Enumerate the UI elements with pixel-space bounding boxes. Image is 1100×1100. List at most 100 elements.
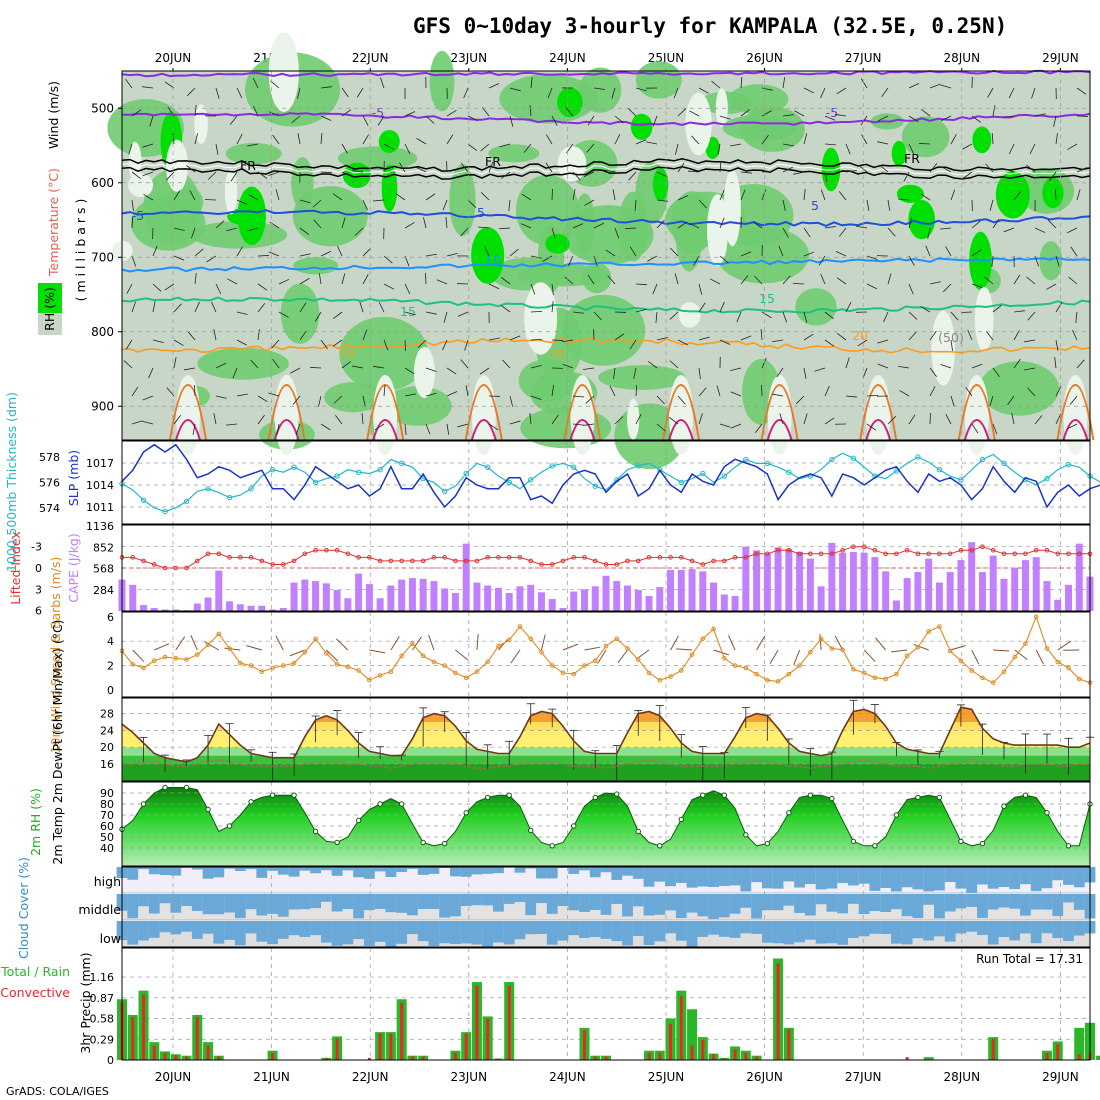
rh-point (1044, 810, 1050, 816)
wind-barb (1054, 188, 1057, 201)
wind-barb (445, 217, 448, 229)
wind-barb (236, 134, 243, 145)
cloud-bar (310, 921, 321, 936)
li-tick: 3 (35, 583, 42, 596)
wind-barb (278, 311, 289, 318)
wind-barb (820, 189, 826, 201)
wind-barb (425, 367, 437, 372)
lifted-index-point (603, 562, 609, 567)
wind-barb (887, 415, 897, 425)
wind-barb (820, 87, 826, 99)
thickness-point (312, 479, 319, 486)
cloud-bar (1020, 894, 1031, 916)
cape-bar (226, 601, 234, 611)
cloud-bar (568, 921, 580, 936)
wind-barb (989, 395, 994, 407)
rh-low-region (224, 169, 238, 215)
contour-line (121, 337, 1091, 354)
cloud-bar (170, 921, 182, 935)
contour-label: 10 (485, 252, 501, 267)
thickness-point (441, 488, 448, 494)
cloud-bar (450, 867, 461, 877)
precip-tick: 0 (107, 1054, 114, 1067)
thickness-point (528, 477, 534, 483)
wind-barb (1069, 395, 1078, 405)
wind-barb (425, 115, 435, 124)
wind-barb (189, 190, 196, 201)
wind-barb (719, 161, 722, 173)
wind-barb (677, 339, 688, 346)
wind-speed-point (205, 642, 211, 648)
wind-barb (417, 339, 427, 349)
wind-speed-point (528, 636, 534, 642)
wind-barb (629, 246, 637, 257)
precip-convective-bar (905, 1057, 909, 1060)
cloud-bar (493, 894, 504, 912)
wind-barb (583, 171, 595, 177)
cape-bar (1054, 599, 1062, 611)
panel-frame (121, 524, 1091, 612)
lifted-index-point (1012, 551, 1018, 557)
contour-label: FR (485, 154, 501, 169)
cape-bar (570, 591, 578, 611)
cape-bar (667, 569, 675, 611)
wind-barb (572, 171, 581, 181)
cloud-bar (847, 894, 859, 904)
wind-barb (320, 339, 328, 350)
wind-barb (236, 339, 247, 346)
wind-barb (446, 253, 458, 257)
rh-point (850, 838, 857, 845)
wind-barb (320, 133, 323, 145)
cloud-bar (407, 894, 418, 916)
cape-bar (914, 572, 922, 611)
rh-tick: 40 (100, 842, 114, 855)
wind-speed-point (367, 677, 372, 683)
rh-point (936, 794, 943, 801)
wind-barb (194, 248, 204, 257)
cloud-bar (611, 894, 623, 904)
wind-barb (875, 637, 887, 651)
cloud-level-label: high (94, 874, 121, 889)
wind-speed-point (517, 624, 523, 629)
lifted-index-point (539, 562, 544, 567)
cloud-bar (934, 867, 945, 891)
wind-barb (362, 199, 368, 211)
cloud-bar (987, 867, 999, 889)
wind-barb (611, 87, 616, 99)
cloud-bar (342, 894, 354, 910)
wind-barb (908, 331, 917, 341)
cloud-bar (740, 894, 752, 908)
wind-barb (383, 143, 394, 150)
wind-barb (740, 275, 749, 285)
cloud-bar (439, 867, 451, 869)
cape-tick: 284 (93, 584, 114, 597)
date-label-bottom: 25JUN (648, 1070, 685, 1084)
cloud-bar (643, 921, 655, 946)
wind-barb (446, 367, 457, 375)
temp-axis-label: 2m Temp 2m DewPt (6hr Min/Max) (°C) (50, 619, 65, 864)
cape-bar (516, 586, 524, 611)
cloud-bar (353, 921, 365, 940)
rh-point (463, 810, 469, 816)
wind-speed-point (646, 670, 652, 676)
wind-barb (719, 423, 731, 428)
lifted-index-point (829, 551, 835, 557)
cloud-bar (1063, 867, 1074, 885)
thickness-point (549, 463, 555, 469)
wind-barb (257, 395, 268, 403)
wind-speed-point (915, 645, 921, 650)
wind-barb (845, 302, 852, 313)
wind-barb (213, 413, 217, 425)
cloud-bar (826, 921, 838, 944)
wind-barb (792, 283, 805, 285)
lifted-index-point (861, 544, 867, 550)
panel-frame (121, 781, 1091, 867)
cloud-bar (493, 867, 504, 874)
thickness-slp-panel: 578 576 574 1017 1014 1011 1000-500mb Thicknes… (4, 392, 1100, 572)
lifted-index-point (668, 555, 673, 560)
lifted-index-point (420, 558, 426, 564)
contour-line (563, 384, 602, 441)
wind-barb (572, 189, 576, 201)
cloud-bar (342, 867, 354, 871)
rh-point (807, 792, 814, 798)
